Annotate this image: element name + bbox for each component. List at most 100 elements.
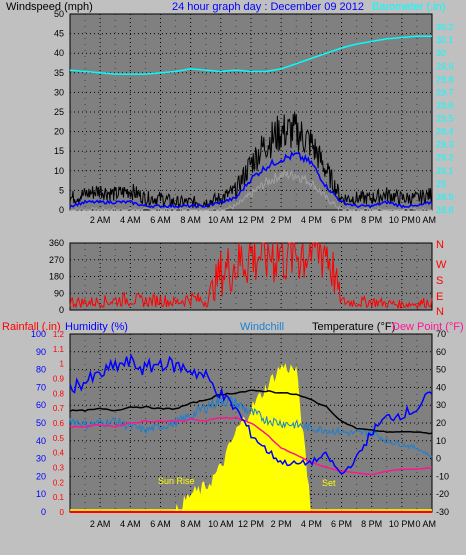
x-tick-label-temp: 6 PM [331,519,352,529]
dir-label-e: E [436,291,443,303]
sunset-label: Set [322,478,336,488]
dir-label-w: W [436,259,447,271]
y-tick-label-humidity: 0 [41,507,46,517]
rain-tick-label: 0.2 [53,478,65,487]
y2-tick-label-barometer: 29 [436,179,446,189]
rain-tick-label: 0.9 [53,375,65,384]
rain-tick-label: 1 [60,360,65,369]
dir-label-s: S [436,275,443,287]
x-tick-label-wind: 2 PM [271,215,292,225]
y2-tick-label-temperature: 20 [436,418,446,428]
series-lines [69,35,433,513]
y2-tick-label-barometer: 29.2 [436,153,454,163]
y-tick-label-humidity: 100 [31,329,46,339]
x-tick-label-wind: 10 PM [389,215,415,225]
x-tick-label-wind: 0 AM [415,215,436,225]
y2-tick-label-temperature: 40 [436,382,446,392]
direction-line [69,242,433,310]
rain-tick-label: 0.1 [53,493,65,502]
rain-tick-label: 0.5 [53,434,65,443]
y2-tick-label-temperature: 30 [436,400,446,410]
y-tick-label-humidity: 30 [36,454,46,464]
y2-tick-label-barometer: 29.7 [436,87,454,97]
y-tick-label-direction: 270 [49,255,64,265]
windspeed-line [69,112,433,209]
y2-tick-label-barometer: 30 [436,48,446,58]
y-tick-label-humidity: 80 [36,365,46,375]
y-tick-label-humidity: 60 [36,400,46,410]
y2-tick-label-temperature: 60 [436,347,446,357]
rain-tick-label: 0 [60,508,65,517]
x-tick-label-wind: 8 PM [361,215,382,225]
rain-tick-label: 0.4 [53,449,65,458]
windspeed-title: Windspeed (mph) [6,1,93,13]
y2-tick-label-temperature: 10 [436,436,446,446]
y-tick-label-wind: 30 [54,87,64,97]
y-tick-label-wind: 20 [54,127,64,137]
x-tick-label-wind: 4 PM [301,215,322,225]
dir-label-n-bottom: N [436,306,444,318]
y2-tick-label-barometer: 28.9 [436,192,454,202]
x-tick-label-temp: 12 PM [238,519,264,529]
x-tick-label-temp: 6 AM [150,519,171,529]
y-tick-label-wind: 5 [59,185,64,195]
y2-tick-label-barometer: 29.6 [436,100,454,110]
y2-tick-label-temperature: -20 [436,489,449,499]
y2-tick-label-temperature: 70 [436,329,446,339]
temperature-label: Temperature (°F) [312,321,395,333]
y2-tick-label-barometer: 29.5 [436,114,454,124]
wind-avg-line [69,151,433,209]
y-tick-label-humidity: 10 [36,489,46,499]
y-tick-label-direction: 180 [49,272,64,282]
y-tick-label-wind: 25 [54,107,64,117]
rain-tick-label: 0.6 [53,419,65,428]
y2-tick-label-barometer: 29.4 [436,127,454,137]
x-tick-label-temp: 2 AM [90,519,111,529]
y2-tick-label-barometer: 29.3 [436,140,454,150]
y2-tick-label-temperature: 0 [436,454,441,464]
dewpoint-line [69,416,433,476]
y-tick-label-humidity: 90 [36,347,46,357]
barometer-title: Barometer (.in) [372,1,445,13]
dir-label-n-top: N [436,239,444,251]
rain-tick-label: 0.8 [53,389,65,398]
barometer-line [69,35,432,75]
x-tick-label-temp: 10 AM [208,519,234,529]
x-tick-label-wind: 2 AM [90,215,111,225]
y2-tick-label-barometer: 29.1 [436,166,454,176]
y-tick-label-wind: 45 [54,29,64,39]
rainfall-label: Rainfall (.in) [2,321,61,333]
x-tick-label-temp: 8 PM [361,519,382,529]
y-tick-label-wind: 10 [54,166,64,176]
dewpoint-label: Dew Point (°F) [392,321,464,333]
sunrise-label: Sun Rise [158,476,195,486]
x-tick-label-wind: 12 PM [238,215,264,225]
humidity-line [69,353,433,475]
wind-low-line [69,169,432,212]
y2-tick-label-temperature: 50 [436,365,446,375]
rain-tick-label: 1.2 [53,330,65,339]
y2-tick-label-barometer: 30.2 [436,22,454,32]
y-tick-label-wind: 0 [59,205,64,215]
x-tick-label-wind: 8 AM [180,215,201,225]
y2-tick-label-temperature: -30 [436,507,449,517]
x-tick-label-temp: 8 AM [180,519,201,529]
x-tick-label-wind: 10 AM [208,215,234,225]
y-tick-label-wind: 15 [54,146,64,156]
grid-lines [70,14,432,512]
graph-title: 24 hour graph day : December 09 2012 [172,1,364,13]
temperature-line [69,389,433,435]
x-tick-label-wind: 6 AM [150,215,171,225]
y2-tick-label-barometer: 29.8 [436,74,454,84]
y-tick-label-direction: 90 [54,288,64,298]
y-tick-label-direction: 360 [49,238,64,248]
y-tick-label-humidity: 70 [36,382,46,392]
rain-tick-label: 0.3 [53,464,65,473]
rain-tick-label: 0.7 [53,404,65,413]
rain-tick-label: 1.1 [53,345,65,354]
x-tick-label-temp: 2 PM [271,519,292,529]
y-tick-label-humidity: 20 [36,471,46,481]
